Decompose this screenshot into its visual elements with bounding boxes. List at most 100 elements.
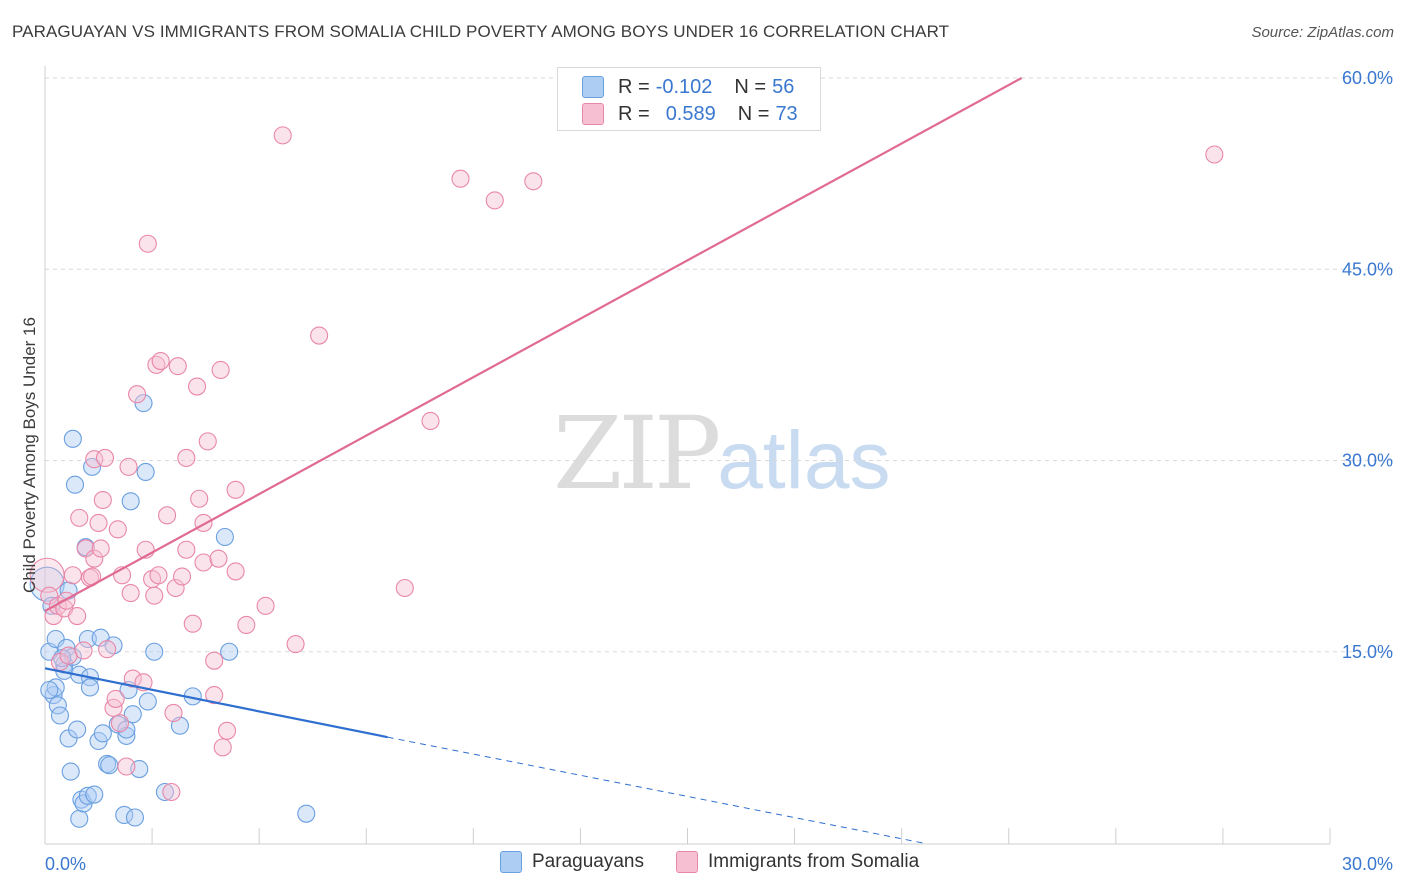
paraguayan-point xyxy=(115,805,134,825)
somalia-point xyxy=(70,508,89,527)
paraguayan-point xyxy=(145,642,164,661)
somalia-point xyxy=(95,448,115,468)
paraguayan-point xyxy=(123,705,142,724)
legend-r-value: 0.589 xyxy=(665,102,716,125)
somalia-point xyxy=(74,641,93,660)
paraguayan-point xyxy=(215,527,234,547)
somalia-point xyxy=(110,714,130,733)
somalia-point xyxy=(151,351,170,371)
somalia-point xyxy=(213,738,232,757)
legend-label-somalia: Immigrants from Somalia xyxy=(707,851,920,872)
legend-item-paraguayans[interactable]: Paraguayans xyxy=(500,851,644,873)
paraguayan-point xyxy=(297,804,316,823)
somalia-point xyxy=(190,489,209,508)
legend-n-value: 56 xyxy=(772,75,795,98)
somalia-trendline xyxy=(44,77,1023,612)
paraguayan-point xyxy=(61,762,80,781)
legend-label-paraguayans: Paraguayans xyxy=(532,851,644,872)
somalia-point xyxy=(198,432,217,451)
somalia-point xyxy=(310,326,329,345)
paraguayan-point xyxy=(63,429,82,448)
legend-n-label: N = xyxy=(737,102,770,125)
paraguayan-point xyxy=(85,785,104,804)
x-tick-label: 30.0% xyxy=(1342,854,1393,874)
paraguayan-point xyxy=(40,680,59,700)
somalia-point xyxy=(91,539,110,558)
somalia-point xyxy=(273,126,292,145)
legend-r-label: R = xyxy=(618,75,650,98)
somalia-point xyxy=(226,562,245,581)
somalia-point xyxy=(85,549,104,568)
chart-title: PARAGUAYAN VS IMMIGRANTS FROM SOMALIA CH… xyxy=(12,22,950,41)
somalia-point xyxy=(121,584,140,603)
somalia-point xyxy=(256,596,275,615)
somalia-point xyxy=(162,782,181,802)
paraguayan-point xyxy=(155,782,174,802)
legend-swatch-blue xyxy=(582,76,604,98)
somalia-point xyxy=(209,549,228,568)
legend-row-paraguayans: R = -0.102 N = 56 xyxy=(582,73,794,101)
somalia-point xyxy=(89,513,108,533)
somalia-point xyxy=(68,606,87,626)
somalia-point xyxy=(286,635,305,654)
y-tick-label: 15.0% xyxy=(1342,642,1393,662)
somalia-point xyxy=(524,172,543,191)
somalia-point xyxy=(166,578,185,598)
legend-item-somalia[interactable]: Immigrants from Somalia xyxy=(675,851,920,873)
somalia-point xyxy=(149,566,168,585)
paraguayan-point xyxy=(68,720,87,739)
legend-row-somalia: R = 0.589 N = 73 xyxy=(582,100,798,128)
somalia-point xyxy=(119,457,138,476)
stats-legend: R = -0.102 N = 56 R = 0.589 N = 73 xyxy=(557,67,821,131)
paraguayan-point xyxy=(83,457,102,476)
paraguayan-point xyxy=(117,720,136,739)
somalia-point xyxy=(59,646,78,665)
somalia-point xyxy=(194,553,213,572)
somalia-point xyxy=(421,411,440,431)
paraguayan-point xyxy=(65,475,85,494)
paraguayan-point xyxy=(50,706,70,725)
paraguayans-trendline xyxy=(44,667,388,739)
paraguayan-point xyxy=(78,629,97,649)
somalia-point xyxy=(211,360,230,380)
somalia-point xyxy=(145,586,164,605)
somalia-point xyxy=(205,651,224,670)
somalia-point xyxy=(183,614,202,633)
somalia-point xyxy=(451,169,470,188)
somalia-point xyxy=(93,490,112,510)
somalia-point xyxy=(177,448,196,468)
paraguayan-point xyxy=(125,808,144,827)
somalia-point xyxy=(106,689,125,708)
somalia-point xyxy=(1205,145,1224,164)
somalia-point xyxy=(117,757,136,776)
legend-r-label: R = xyxy=(618,102,650,125)
legend-swatch-pink xyxy=(582,103,604,125)
paraguayan-point xyxy=(78,786,97,805)
y-tick-label: 30.0% xyxy=(1342,451,1393,471)
paraguayan-point xyxy=(136,462,155,482)
somalia-point xyxy=(217,721,237,740)
paraguayan-point xyxy=(100,756,119,775)
legend-swatch-pink xyxy=(675,851,698,873)
paraguayans-trendline-extension xyxy=(387,736,924,844)
somalia-point xyxy=(177,540,196,559)
somalia-point xyxy=(395,578,414,598)
y-axis-label: Child Poverty Among Boys Under 16 xyxy=(20,317,39,593)
somalia-point xyxy=(485,191,504,210)
paraguayan-point xyxy=(138,692,157,711)
somalia-point xyxy=(173,567,192,586)
somalia-point xyxy=(44,606,63,626)
source-label: Source: ZipAtlas.com xyxy=(1251,24,1394,41)
somalia-point xyxy=(128,385,147,404)
paraguayan-point xyxy=(121,492,140,511)
somalia-point xyxy=(138,234,157,253)
somalia-point xyxy=(168,357,187,376)
paraguayan-point xyxy=(93,724,112,743)
y-tick-label: 60.0% xyxy=(1342,68,1393,88)
somalia-point xyxy=(98,640,117,659)
somalia-point xyxy=(205,686,224,705)
somalia-point xyxy=(104,698,123,717)
series-legend: Paraguayans Immigrants from Somalia xyxy=(500,851,951,873)
paraguayan-point xyxy=(29,566,65,602)
